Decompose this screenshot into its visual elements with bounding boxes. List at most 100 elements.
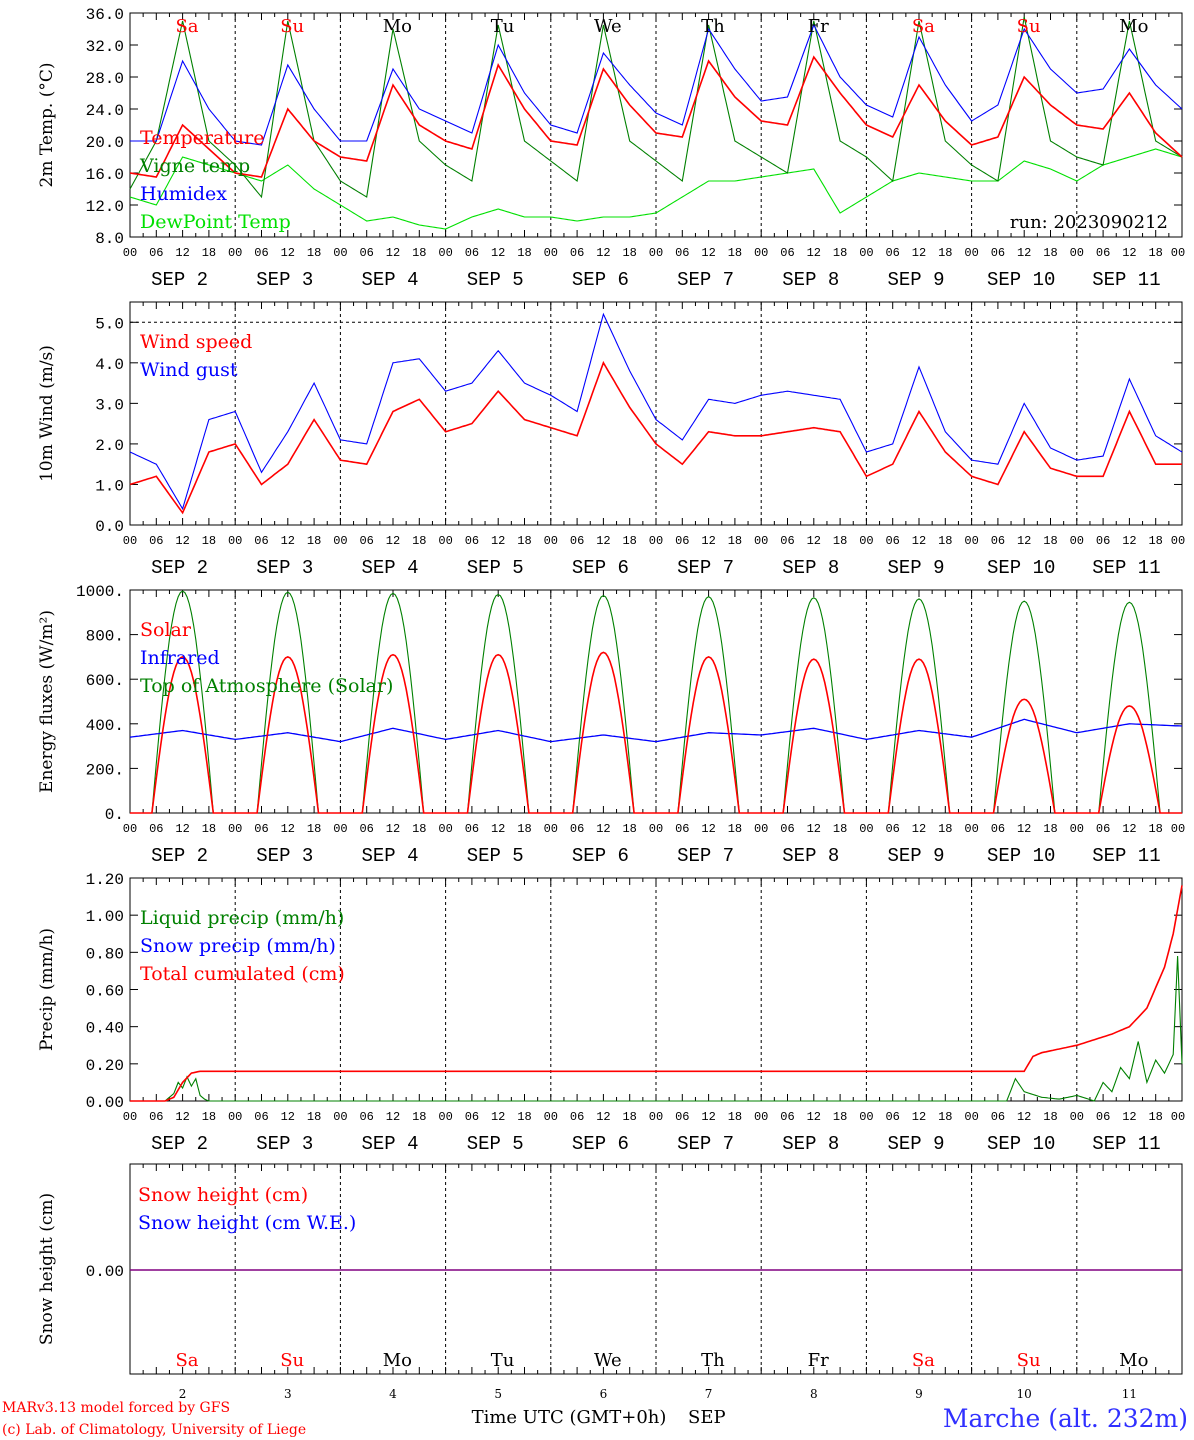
hour-tick-label: 18 (517, 246, 531, 260)
day-number: 10 (1017, 1387, 1032, 1401)
date-label: SEP 5 (467, 269, 524, 291)
y-tick-label: 1.20 (86, 871, 124, 889)
legend-entry: Snow height (cm W.E.) (138, 1212, 356, 1234)
hour-tick-label: 06 (991, 822, 1005, 836)
panel-frame (129, 301, 1183, 526)
day-number: 2 (179, 1387, 187, 1401)
legend-entry: Wind gust (140, 359, 238, 381)
date-label: SEP 9 (887, 845, 944, 867)
day-number: 3 (284, 1387, 292, 1401)
hour-tick-label: 06 (991, 1110, 1005, 1124)
date-label: SEP 3 (256, 557, 313, 579)
hour-tick-label: 18 (202, 1110, 216, 1124)
hour-tick-label: 00 (228, 534, 242, 548)
day-number: 7 (705, 1387, 713, 1401)
hour-tick-label: 00 (123, 1110, 137, 1124)
hour-tick-label: 00 (544, 822, 558, 836)
hour-tick-label: 12 (596, 246, 610, 260)
hour-tick-label: 06 (570, 246, 584, 260)
hour-tick-label: 12 (491, 246, 505, 260)
y-tick-label: 0. (105, 806, 124, 824)
hour-tick-label: 12 (175, 534, 189, 548)
hour-tick-label: 12 (175, 1110, 189, 1124)
hour-tick-label: 00 (859, 822, 873, 836)
hour-tick-label: 18 (412, 246, 426, 260)
day-name: Mo (1119, 16, 1148, 37)
legend-entry: Solar (140, 619, 192, 641)
y-axis-label: Energy fluxes (W/m²) (37, 610, 57, 793)
hour-tick-label: 18 (833, 822, 847, 836)
hour-tick-label: 12 (175, 246, 189, 260)
y-tick-label: 0.60 (86, 983, 124, 1001)
date-label: SEP 9 (887, 1133, 944, 1155)
hour-tick-label: 18 (728, 534, 742, 548)
hour-tick-label: 06 (570, 822, 584, 836)
hour-tick-label: 00 (964, 534, 978, 548)
day-name: Su (280, 1350, 304, 1371)
y-tick-label: 400. (86, 717, 124, 735)
hour-tick-label: 18 (1043, 246, 1057, 260)
y-tick-label: 1.0 (95, 477, 124, 495)
hour-tick-label: 00 (123, 534, 137, 548)
date-label: SEP 7 (677, 269, 734, 291)
hour-tick-label: 06 (359, 246, 373, 260)
series-line-cumulated (130, 885, 1183, 1102)
hour-tick-label: 06 (465, 1110, 479, 1124)
day-name: We (594, 1350, 622, 1371)
series-line-darkgreen (129, 16, 1183, 199)
hour-tick-label: 06 (675, 534, 689, 548)
legend-entry: Snow height (cm) (138, 1184, 308, 1206)
hour-tick-label: 06 (1096, 1110, 1110, 1124)
series-line-blue (129, 312, 1183, 511)
day-name: Sa (175, 1350, 198, 1371)
hour-tick-label: 18 (833, 246, 847, 260)
hour-tick-label: 00 (1070, 246, 1084, 260)
hour-tick-label: 12 (491, 1110, 505, 1124)
hour-tick-label: 18 (833, 1110, 847, 1124)
hour-tick-label: 12 (386, 822, 400, 836)
date-label: SEP 4 (361, 269, 418, 291)
panel-frame (129, 589, 1183, 814)
date-label: SEP 9 (887, 557, 944, 579)
panel-1: 00 06 12 18 SEP 2 00 06 12 18 SEP 3 00 06 12 18 SEP 4 0… (37, 6, 1185, 291)
series-line-liquid (130, 955, 1183, 1102)
day-name: Mo (383, 1350, 412, 1371)
date-label: SEP 6 (572, 1133, 629, 1155)
hour-tick-label: 06 (885, 246, 899, 260)
day-name: Sa (912, 16, 935, 37)
hour-tick-label: 12 (386, 246, 400, 260)
hour-tick-label: 06 (359, 822, 373, 836)
hour-tick-label: 18 (412, 1110, 426, 1124)
hour-tick-label: 00 (1171, 822, 1185, 836)
day-number: 6 (600, 1387, 608, 1401)
series-line-blue (130, 23, 1183, 146)
legend-entry: Top of Atmosphere (Solar) (140, 675, 393, 697)
hour-tick-label: 12 (701, 1110, 715, 1124)
hour-tick-label: 12 (281, 1110, 295, 1124)
y-tick-label: 0.80 (86, 945, 124, 963)
day-name: Su (280, 16, 304, 37)
hour-tick-label: 18 (412, 822, 426, 836)
hour-tick-label: 12 (281, 246, 295, 260)
day-number: 8 (810, 1387, 818, 1401)
hour-tick-label: 12 (1122, 246, 1136, 260)
series-line-solar (130, 651, 1182, 814)
date-label: SEP 7 (677, 1133, 734, 1155)
day-number: 4 (389, 1387, 397, 1401)
hour-tick-label: 18 (412, 534, 426, 548)
date-label: SEP 5 (467, 1133, 524, 1155)
hour-tick-label: 00 (649, 246, 663, 260)
hour-tick-label: 00 (1171, 1110, 1185, 1124)
day-number: 11 (1122, 1387, 1137, 1401)
y-tick-label: 600. (86, 672, 124, 690)
hour-tick-label: 18 (938, 534, 952, 548)
hour-tick-label: 00 (859, 534, 873, 548)
hour-tick-label: 00 (544, 246, 558, 260)
run-annotation: run: 2023090212 (1010, 212, 1168, 233)
y-tick-label: 24.0 (86, 102, 124, 120)
day-name: Sa (912, 1350, 935, 1371)
day-name: Mo (383, 16, 412, 37)
hour-tick-label: 06 (465, 246, 479, 260)
hour-tick-label: 18 (622, 534, 636, 548)
hour-tick-label: 00 (544, 534, 558, 548)
